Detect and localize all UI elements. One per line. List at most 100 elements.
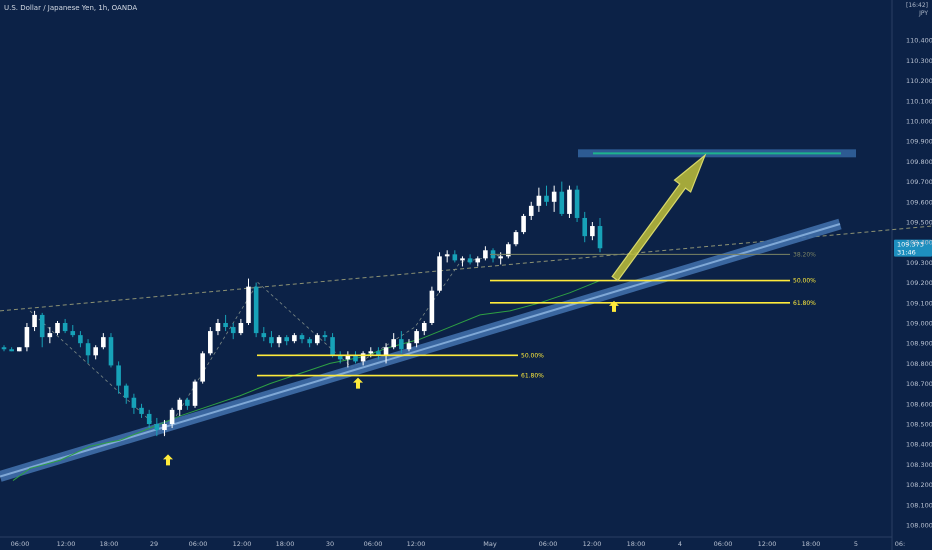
current-price-value: 109.373 [897,241,924,249]
axes [0,0,893,550]
time-tick-label: 12:00 [583,540,602,548]
currency-label: [16:42] JPY [906,2,928,18]
price-tick-label: 109.700 [906,178,932,186]
time-tick-label: 06:00 [364,540,383,548]
price-tick-label: 108.400 [906,441,932,449]
price-tick-label: 109.500 [906,219,932,227]
candle-body [299,335,305,340]
countdown-value: 31:46 [897,249,916,257]
candle-body [307,339,312,344]
time-readout: [16:42] [906,2,928,9]
candle-body [93,347,98,356]
candle-body [292,335,297,342]
candle-body [582,217,588,237]
price-tick-label: 108.600 [906,400,932,408]
time-tick-label: 06:00 [189,540,208,548]
candle-body [215,323,221,332]
candle-body [192,381,198,406]
time-tick-label: 18:00 [276,540,295,548]
candle-body [337,355,343,360]
axis-labels: 110.400 110.300 110.200 110.100 110.000 109.9… [11,37,932,548]
candle-body [230,327,236,334]
trendline-core [0,223,841,478]
time-tick-label: 12:00 [758,540,777,548]
fib-level-label: 61.80% [793,300,816,307]
candle-body [452,254,458,261]
time-tick-label: 29 [150,540,158,548]
fib-level-label: 50.00% [521,352,544,359]
candle-body [429,290,435,323]
time-tick-label: 12:00 [233,540,252,548]
price-tick-label: 109.100 [906,299,932,307]
candle-body [421,323,427,332]
candle-body [208,331,213,354]
candle-body [108,337,114,366]
price-tick-label: 108.200 [906,481,932,489]
candle-body [223,323,228,328]
candle-body [139,407,144,414]
candle-body [238,323,244,334]
overlay-drawings: 50.00% 61.80% 38.20% 50.00% 61.80% 109.37331:… [163,153,932,466]
candle-body [24,327,30,348]
price-tick-label: 108.700 [906,380,932,388]
time-tick-label: 06:00 [11,540,30,548]
price-tick-label: 109.800 [906,158,932,166]
candle-body [55,323,60,334]
time-tick-label: 4 [678,540,682,548]
candle-body [162,424,167,431]
candle-body [383,347,389,356]
candle-body [467,258,473,263]
candle-body [544,195,549,202]
time-tick-label: 12:00 [407,540,426,548]
fib-level-label: 61.80% [521,373,544,380]
candle-body [330,337,335,356]
quote-currency: JPY [919,10,928,17]
candle-body [597,226,603,249]
time-tick-label: 12:00 [57,540,76,548]
candle-body [177,399,183,410]
candle-body [39,314,45,338]
candle-body [567,189,572,214]
moving-average-layer [12,280,601,481]
candle-body [85,343,91,356]
candle-body [574,189,580,218]
time-tick-label: 18:00 [100,540,119,548]
time-tick-label: 18:00 [627,540,646,548]
time-tick-label: 06: [895,540,905,548]
candle-body [513,232,519,245]
candle-body [200,353,205,382]
candle-body [551,191,557,202]
candle-body [559,191,565,214]
time-tick-label: May [483,540,497,548]
candle-body [47,333,53,338]
time-tick-label: 30 [326,540,334,548]
candle-body [123,385,129,398]
candle-body [62,323,68,332]
candle-body [353,355,358,362]
candle-body [521,215,526,233]
price-tick-label: 108.900 [906,340,932,348]
candle-body [506,244,511,257]
price-tick-label: 109.400 [906,239,932,247]
candle-body [536,195,542,206]
candle-body [101,337,106,348]
candle-body [376,351,381,356]
candle-body [70,331,76,336]
current-price-badge [894,239,932,257]
price-tick-label: 110.000 [906,118,932,126]
candle-body [528,205,534,216]
candle-body [78,335,83,344]
candle-body [146,413,152,424]
up-arrow-icon [609,300,619,312]
candles [1,181,603,437]
price-tick-label: 108.000 [906,522,932,530]
candle-body [261,333,267,338]
projection-arrow [611,153,707,282]
candle-body [246,286,251,323]
candle-body [116,365,121,386]
chart-title: U.S. Dollar / Japanese Yen, 1h, OANDA [4,4,138,12]
up-arrow-icon [353,377,363,389]
fib-level-label: 38.20% [793,251,816,258]
candle-body [444,254,450,257]
